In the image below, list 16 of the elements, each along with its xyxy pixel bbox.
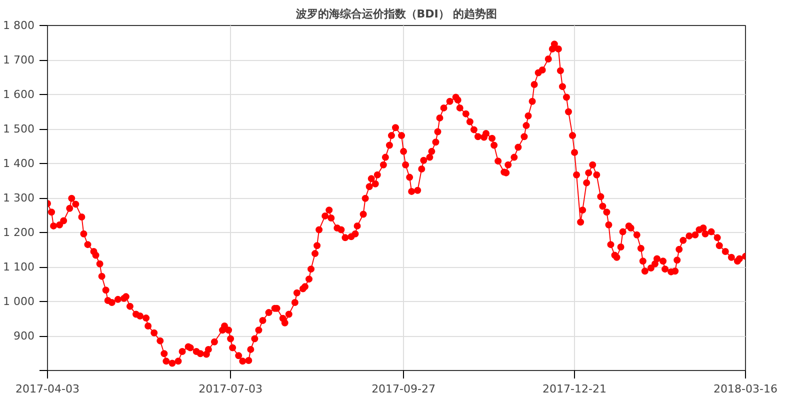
y-tick-label: 1 100 — [3, 260, 35, 274]
x-tick-label: 2018-03-16 — [714, 382, 778, 396]
y-tick-label: 1 000 — [3, 295, 35, 308]
y-tick-label: 900 — [14, 330, 35, 342]
y-tick-label: 1 600 — [3, 88, 35, 101]
y-tick-label: 1 500 — [3, 122, 35, 136]
y-tick-label: 1 400 — [3, 157, 35, 170]
y-tick-label: 1 700 — [3, 54, 35, 66]
x-tick-label: 2017-04-03 — [16, 382, 80, 396]
x-tick-label: 2017-09-27 — [372, 382, 436, 396]
x-tick-label: 2017-07-03 — [198, 382, 263, 396]
x-tick-label: 2017-12-21 — [542, 382, 606, 396]
y-tick-label: 1 800 — [3, 19, 35, 32]
chart-title: 波罗的海综合运价指数（BDI） 的趋势图 — [294, 8, 498, 20]
y-tick-label: 1 200 — [3, 226, 35, 239]
y-tick-label: 1 300 — [3, 192, 35, 204]
